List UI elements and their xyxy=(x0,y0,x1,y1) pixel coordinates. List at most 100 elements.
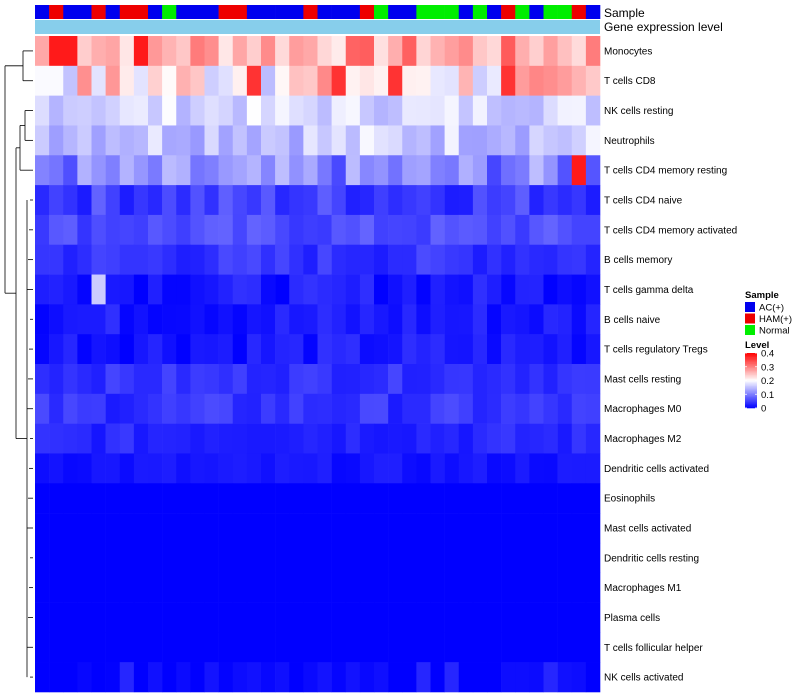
heatmap-cell xyxy=(218,125,234,156)
heatmap-cell xyxy=(218,334,234,365)
heatmap-cell xyxy=(585,36,601,67)
heatmap-cell xyxy=(402,632,417,663)
heatmap-cell xyxy=(585,364,601,395)
heatmap-cell xyxy=(487,274,502,305)
heatmap-cell xyxy=(359,513,375,544)
heatmap-cell xyxy=(148,393,163,424)
heatmap-cell xyxy=(557,483,573,514)
heatmap-cell xyxy=(585,453,601,484)
heatmap-cell xyxy=(49,542,64,574)
heatmap-cell xyxy=(444,542,460,574)
heatmap-cell xyxy=(162,36,177,67)
heatmap-cell xyxy=(571,304,587,335)
heatmap-cell xyxy=(472,334,488,365)
row-label: Dendritic cells activated xyxy=(604,464,709,475)
legend-level-tick-label: 0.3 xyxy=(761,362,774,373)
heatmap-cell xyxy=(176,274,191,305)
heatmap-cell xyxy=(571,662,587,693)
heatmap-cell xyxy=(416,572,431,603)
legend-level-gradient-segment xyxy=(745,395,757,398)
heatmap-cell xyxy=(162,155,177,186)
heatmap-cell xyxy=(119,662,135,693)
heatmap-cell xyxy=(133,483,149,514)
legend-level-gradient-segment xyxy=(745,387,757,390)
sample-annotation-cell xyxy=(359,5,375,19)
heatmap-cell xyxy=(543,334,558,365)
heatmap-cell xyxy=(275,423,290,454)
heatmap-cell xyxy=(444,572,460,603)
legend-sample: Sample AC(+)HAM(+)Normal xyxy=(745,290,792,337)
heatmap-cell xyxy=(501,155,516,186)
row-label: Macrophages M2 xyxy=(604,434,682,445)
heatmap-cell xyxy=(430,274,445,305)
heatmap-cell xyxy=(246,423,262,454)
sample-annotation-cell xyxy=(529,5,544,19)
sample-annotation-cell xyxy=(49,5,64,19)
heatmap-cell xyxy=(402,513,417,544)
heatmap-cell xyxy=(331,542,347,574)
heatmap-cell xyxy=(303,304,318,335)
heatmap-cell xyxy=(204,542,219,574)
heatmap-cell xyxy=(557,95,573,126)
legend-level-gradient-segment xyxy=(745,405,757,407)
heatmap-cell xyxy=(232,214,248,246)
heatmap-cell xyxy=(148,572,163,603)
heatmap-cell xyxy=(444,662,460,693)
sample-annotation-cell xyxy=(388,5,403,19)
heatmap-cell xyxy=(331,155,347,186)
heatmap-cell xyxy=(571,393,587,424)
heatmap-cell xyxy=(345,542,361,574)
heatmap-cell xyxy=(77,364,92,395)
heatmap-cell xyxy=(246,542,262,574)
heatmap-cell xyxy=(119,542,135,574)
heatmap-cell xyxy=(232,453,248,484)
heatmap-cell xyxy=(317,393,332,424)
heatmap-cell xyxy=(49,274,64,305)
legend-level-gradient-segment xyxy=(745,386,757,388)
heatmap-cell xyxy=(35,334,50,365)
legend-level-gradient-segment xyxy=(745,357,757,359)
heatmap-cell xyxy=(388,423,403,454)
heatmap-cell xyxy=(133,36,149,67)
heatmap-cell xyxy=(331,364,347,395)
heatmap-cell xyxy=(317,423,332,454)
heatmap-cell xyxy=(430,244,445,275)
heatmap-cell xyxy=(303,36,318,67)
heatmap-cell xyxy=(176,632,191,663)
heatmap-cell xyxy=(571,483,587,514)
legend-level-gradient-segment xyxy=(745,379,757,381)
sample-annotation-cell xyxy=(487,5,502,19)
heatmap-cell xyxy=(176,185,191,216)
row-label: T cells gamma delta xyxy=(604,285,694,296)
heatmap-cell xyxy=(91,95,106,126)
row-label: T cells CD8 xyxy=(604,76,656,87)
heatmap-cell xyxy=(487,155,502,186)
heatmap-cell xyxy=(501,453,516,484)
heatmap-cell xyxy=(430,453,445,484)
heatmap-cell xyxy=(232,483,248,514)
heatmap-cell xyxy=(261,155,276,186)
heatmap-cell xyxy=(204,513,219,544)
heatmap-cell xyxy=(472,572,488,603)
heatmap-cell xyxy=(458,423,474,454)
heatmap-cell xyxy=(317,483,332,514)
heatmap-cell xyxy=(345,274,361,305)
heatmap-cell xyxy=(176,214,191,246)
heatmap-cell xyxy=(35,364,50,395)
heatmap-cell xyxy=(218,185,234,216)
heatmap-cell xyxy=(190,65,205,96)
heatmap-cell xyxy=(119,304,135,335)
legend-level-gradient-segment xyxy=(745,390,757,392)
heatmap-cell xyxy=(105,185,121,216)
heatmap-cell xyxy=(289,542,304,574)
heatmap-cell xyxy=(458,513,474,544)
heatmap-cell xyxy=(444,364,460,395)
heatmap-cell xyxy=(374,364,389,395)
heatmap-cell xyxy=(77,423,92,454)
row-label: Mast cells activated xyxy=(604,524,691,535)
heatmap-cell xyxy=(571,632,587,663)
heatmap-cell xyxy=(77,632,92,663)
heatmap-cell xyxy=(77,453,92,484)
heatmap-cell xyxy=(275,453,290,484)
